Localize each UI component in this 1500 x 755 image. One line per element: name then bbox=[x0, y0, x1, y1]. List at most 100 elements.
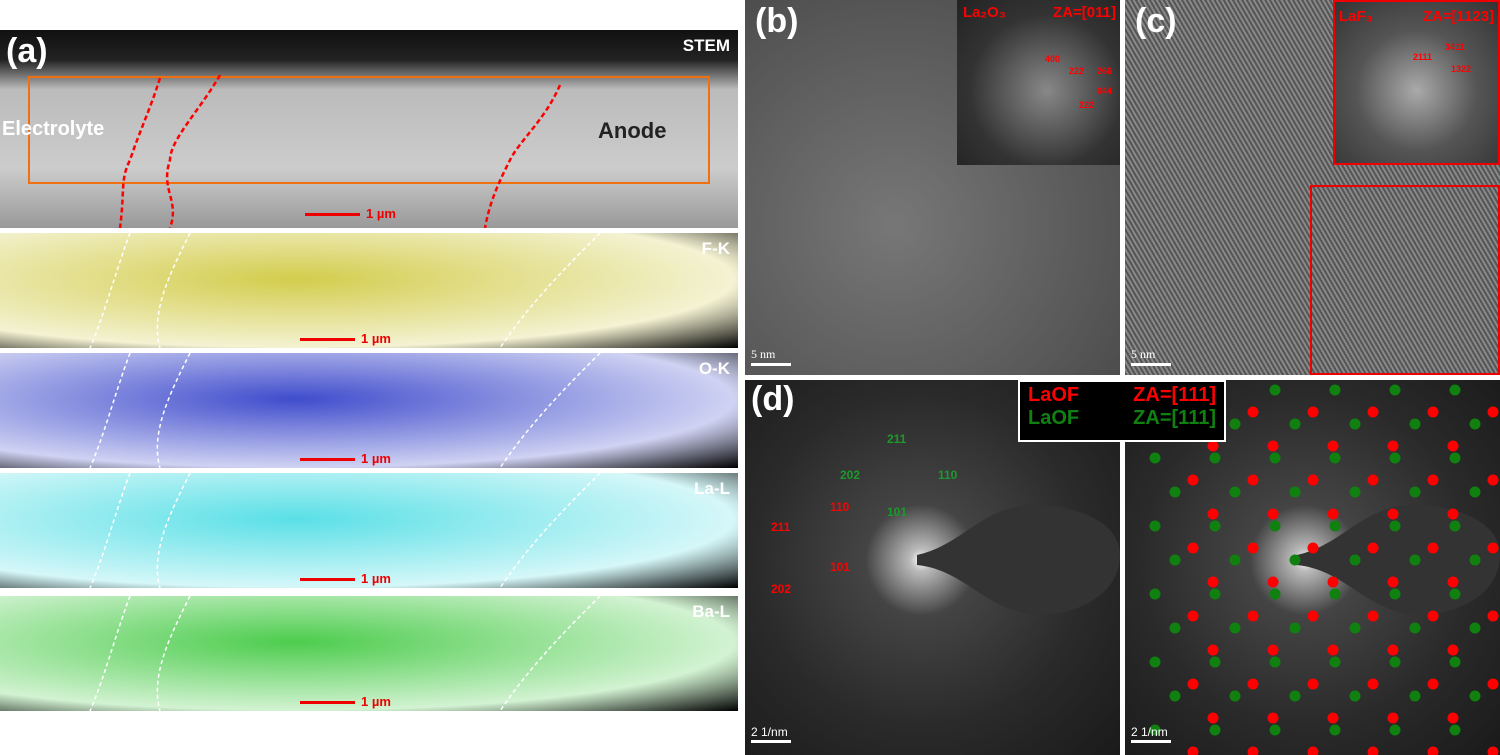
diffraction-spot-marker bbox=[1187, 474, 1199, 486]
diffraction-spot-marker bbox=[1329, 452, 1341, 464]
diffraction-spot-marker bbox=[1307, 474, 1319, 486]
diffraction-spot-marker bbox=[1289, 418, 1301, 430]
map-label: O-K bbox=[698, 359, 730, 378]
spot-label: 266 bbox=[1097, 66, 1113, 76]
fft-inset-b: La₂O₃ ZA=[011] 400 222 266 044 222 bbox=[957, 0, 1120, 165]
diffraction-spot-marker bbox=[1169, 622, 1181, 634]
diffraction-spot-marker bbox=[1367, 542, 1379, 554]
diffraction-spot-marker bbox=[1327, 644, 1339, 656]
scale-bar: 5 nm bbox=[751, 347, 791, 366]
diffraction-spot-marker bbox=[1447, 644, 1459, 656]
eds-map-o-k: O-K 1 µm bbox=[0, 353, 738, 468]
hrtem-c: LaF₃ ZA=[1123] 3411 2111 1322 (c) 5 nm bbox=[1125, 0, 1500, 375]
diffraction-spot-marker bbox=[1209, 724, 1221, 736]
stem-image: (a) STEM Electrolyte Anode 1 µm bbox=[0, 30, 738, 228]
diffraction-spot-marker bbox=[1207, 440, 1219, 452]
diffraction-spot-marker bbox=[1367, 678, 1379, 690]
panel-label-c: (c) bbox=[1135, 2, 1177, 40]
diffraction-spot-marker bbox=[1229, 554, 1241, 566]
diffraction-spot-marker bbox=[1187, 678, 1199, 690]
diffraction-spot-marker bbox=[1209, 656, 1221, 668]
panel-label-a: (a) bbox=[6, 32, 48, 70]
diffraction-spot-marker bbox=[1469, 486, 1481, 498]
diffraction-spot-marker bbox=[1229, 486, 1241, 498]
diffraction-spot-marker bbox=[1187, 542, 1199, 554]
diffraction-spot-marker bbox=[1247, 746, 1259, 755]
diffraction-spot-marker bbox=[1149, 724, 1161, 736]
diffraction-spot-marker bbox=[1329, 588, 1341, 600]
diffraction-spot-marker bbox=[1269, 384, 1281, 396]
spot-label: 101 bbox=[887, 505, 908, 519]
diffraction-spot-marker bbox=[1269, 656, 1281, 668]
diffraction-spot-marker bbox=[1367, 746, 1379, 755]
map-label: F-K bbox=[701, 239, 730, 258]
diffraction-spot-marker bbox=[1187, 610, 1199, 622]
spot-label: 400 bbox=[1045, 54, 1061, 64]
diffraction-spot-marker bbox=[1289, 622, 1301, 634]
diffraction-spot-marker bbox=[1449, 520, 1461, 532]
spot-label: 222 bbox=[1069, 66, 1085, 76]
diffraction-spot-marker bbox=[1427, 406, 1439, 418]
phase-label: LaF₃ bbox=[1339, 8, 1373, 25]
diffraction-spot-marker bbox=[1327, 712, 1339, 724]
diffraction-spot-marker bbox=[1447, 712, 1459, 724]
diffraction-spot-marker bbox=[1389, 520, 1401, 532]
diffraction-spot-marker bbox=[1267, 508, 1279, 520]
diffraction-spot-marker bbox=[1269, 520, 1281, 532]
za-label: ZA=[011] bbox=[1053, 4, 1116, 21]
diffraction-spot-marker bbox=[1349, 622, 1361, 634]
diffraction-spot-marker bbox=[1209, 520, 1221, 532]
eds-map-la-l: La-L 1 µm bbox=[0, 473, 738, 588]
diffraction-spot-marker bbox=[1487, 678, 1499, 690]
diffraction-spot-marker bbox=[1247, 474, 1259, 486]
diffraction-spot-marker bbox=[1307, 542, 1319, 554]
diffraction-spot-marker bbox=[1267, 440, 1279, 452]
spot-label: 202 bbox=[771, 582, 792, 596]
diffraction-spot-marker bbox=[1469, 554, 1481, 566]
diffraction-spot-marker bbox=[1267, 644, 1279, 656]
diffraction-spot-marker bbox=[1449, 384, 1461, 396]
diffraction-spot-marker bbox=[1349, 486, 1361, 498]
saed-left: (d) 110 211 101 202 211 202 110 101 2 1/… bbox=[745, 380, 1120, 755]
diffraction-spot-marker bbox=[1409, 622, 1421, 634]
diffraction-spot-marker bbox=[1289, 554, 1301, 566]
legend-za: ZA=[111] bbox=[1133, 384, 1216, 406]
scale-bar: 5 nm bbox=[1131, 347, 1171, 366]
diffraction-spot-marker bbox=[1409, 554, 1421, 566]
diffraction-spot-marker bbox=[1327, 440, 1339, 452]
diffraction-spot-marker bbox=[1307, 746, 1319, 755]
legend-phase: LaOF bbox=[1028, 384, 1080, 406]
diffraction-spot-marker bbox=[1469, 418, 1481, 430]
diffraction-spot-marker bbox=[1387, 440, 1399, 452]
eds-map-ba-l: Ba-L 1 µm bbox=[0, 596, 738, 711]
diffraction-spot-marker bbox=[1349, 418, 1361, 430]
spot-label: 222 bbox=[1079, 100, 1095, 110]
legend-za: ZA=[111] bbox=[1133, 407, 1216, 429]
diffraction-spot-marker bbox=[1389, 724, 1401, 736]
diffraction-spot-marker bbox=[1427, 474, 1439, 486]
panel-label-b: (b) bbox=[755, 2, 799, 40]
scale-bar: 1 µm bbox=[300, 571, 391, 586]
spot-label: 110 bbox=[830, 500, 850, 514]
diffraction-spot-marker bbox=[1247, 542, 1259, 554]
diffraction-spot-marker bbox=[1449, 452, 1461, 464]
diffraction-spot-marker bbox=[1449, 724, 1461, 736]
diffraction-spot-marker bbox=[1327, 508, 1339, 520]
diffraction-spot-marker bbox=[1389, 656, 1401, 668]
diffraction-spot-marker bbox=[1447, 576, 1459, 588]
diffraction-spot-marker bbox=[1169, 486, 1181, 498]
diffraction-spot-marker bbox=[1289, 486, 1301, 498]
hrtem-b: La₂O₃ ZA=[011] 400 222 266 044 222 (b) 5… bbox=[745, 0, 1120, 375]
electrolyte-label: Electrolyte bbox=[2, 118, 105, 140]
panel-label-d: (d) bbox=[751, 380, 795, 418]
diffraction-spot-marker bbox=[1307, 678, 1319, 690]
diffraction-spot-marker bbox=[1247, 678, 1259, 690]
anode-label: Anode bbox=[598, 118, 667, 143]
diffraction-spot-marker bbox=[1447, 508, 1459, 520]
diffraction-spot-marker bbox=[1209, 588, 1221, 600]
diffraction-spot-marker bbox=[1387, 644, 1399, 656]
diffraction-spot-marker bbox=[1289, 690, 1301, 702]
region-box bbox=[28, 76, 710, 184]
scale-bar: 1 µm bbox=[305, 206, 396, 221]
scale-bar: 1 µm bbox=[300, 451, 391, 466]
